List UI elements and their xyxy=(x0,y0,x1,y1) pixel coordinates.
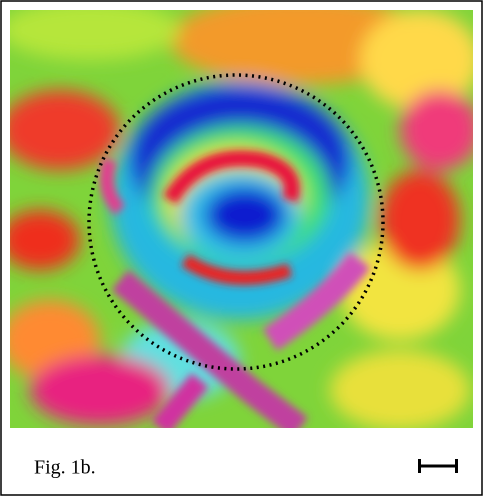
figure: Fig. 1b. xyxy=(0,0,483,496)
caption: Fig. 1b. xyxy=(34,457,96,479)
anomaly-map xyxy=(0,0,480,430)
